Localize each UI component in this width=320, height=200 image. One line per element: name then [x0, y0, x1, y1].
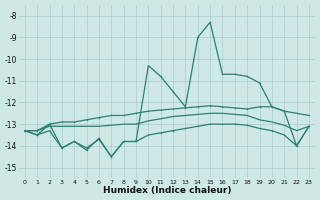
X-axis label: Humidex (Indice chaleur): Humidex (Indice chaleur): [103, 186, 231, 195]
